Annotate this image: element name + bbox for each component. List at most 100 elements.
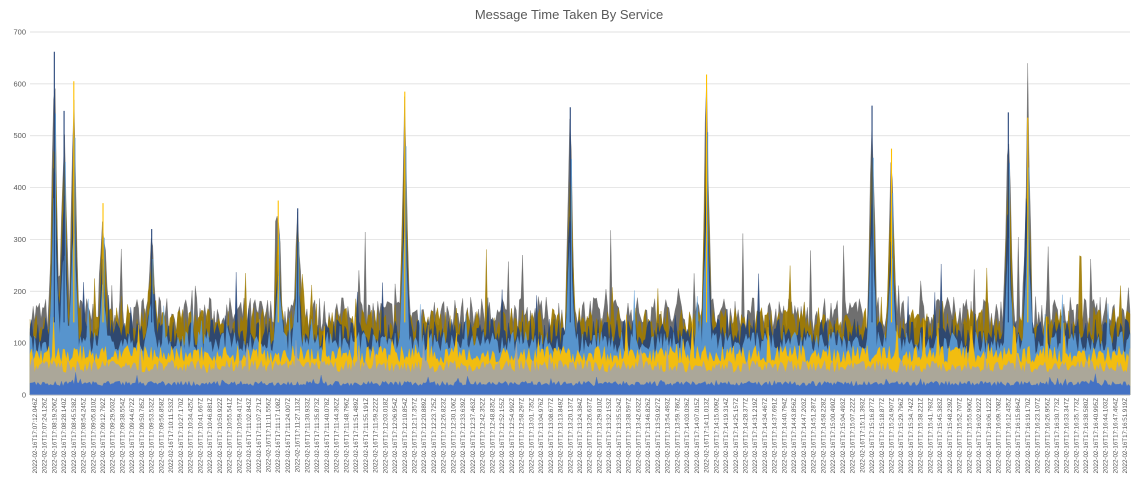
y-tick-label: 0 xyxy=(22,391,26,400)
series-areas xyxy=(29,63,1131,396)
x-tick-label: 2022-02-16T17:10:11.533Z xyxy=(168,398,175,473)
x-tick-label: 2022-02-16T17:13:54.493Z xyxy=(665,398,672,474)
x-tick-label: 2022-02-16T17:09:38.554Z xyxy=(119,398,126,474)
x-tick-label: 2022-02-16T17:08:45.538Z xyxy=(71,398,78,474)
x-tick-label: 2022-02-16T17:15:52.707Z xyxy=(957,398,964,474)
x-tick-label: 2022-02-16T17:16:06.122Z xyxy=(986,398,993,474)
x-tick-label: 2022-02-16T17:14:31.219Z xyxy=(752,398,759,474)
x-tick-label: 2022-02-16T17:15:48.239Z xyxy=(947,398,954,474)
x-tick-label: 2022-02-16T17:15:24.907Z xyxy=(889,398,896,474)
x-tick-label: 2022-02-16T17:14:51.287Z xyxy=(811,398,818,474)
x-tick-label: 2022-02-16T17:15:11.393Z xyxy=(859,398,866,473)
x-tick-label: 2022-02-16T17:16:44.103Z xyxy=(1103,398,1110,474)
x-tick-label: 2022-02-16T17:13:13.849Z xyxy=(558,398,565,474)
x-tick-label: 2022-02-16T17:16:33.347Z xyxy=(1064,398,1071,474)
x-tick-label: 2022-02-16T17:13:35.524Z xyxy=(616,398,623,474)
series-area-5 xyxy=(29,167,1131,396)
x-tick-label: 2022-02-16T17:12:52.155Z xyxy=(499,398,506,474)
x-tick-label: 2022-02-16T17:11:59.222Z xyxy=(373,398,380,473)
x-tick-label: 2022-02-16T17:13:59.786Z xyxy=(674,398,681,474)
x-tick-label: 2022-02-16T17:15:41.793Z xyxy=(927,398,934,474)
x-tick-label: 2022-02-16T17:12:26.823Z xyxy=(441,398,448,474)
x-tick-label: 2022-02-16T17:12:58.297Z xyxy=(519,398,526,474)
x-tick-label: 2022-02-16T17:15:18.877Z xyxy=(879,398,886,474)
x-tick-label: 2022-02-16T17:09:56.858Z xyxy=(158,398,165,474)
x-tick-label: 2022-02-16T17:16:47.464Z xyxy=(1112,398,1119,474)
x-tick-label: 2022-02-16T17:16:02.922Z xyxy=(976,398,983,474)
peak-spikes xyxy=(53,51,1030,323)
x-tick-label: 2022-02-16T17:12:37.463Z xyxy=(470,398,477,474)
y-tick-label: 400 xyxy=(13,183,26,192)
x-tick-label: 2022-02-16T17:11:55.191Z xyxy=(363,398,370,473)
x-tick-label: 2022-02-16T17:11:11.556Z xyxy=(265,398,272,473)
x-tick-label: 2022-02-16T17:14:28.377Z xyxy=(742,398,749,474)
x-tick-label: 2022-02-16T17:11:02.843Z xyxy=(246,398,253,473)
x-tick-label: 2022-02-16T17:16:35.773Z xyxy=(1073,398,1080,474)
x-tick-label: 2022-02-16T17:11:48.796Z xyxy=(343,398,350,473)
x-tick-label: 2022-02-16T17:16:15.864Z xyxy=(1015,398,1022,474)
x-tick-label: 2022-02-16T17:09:50.785Z xyxy=(139,398,146,474)
x-tick-label: 2022-02-16T17:12:03.018Z xyxy=(382,398,389,474)
x-tick-label: 2022-02-16T17:15:38.221Z xyxy=(918,398,925,474)
x-tick-label: 2022-02-16T17:11:27.113Z xyxy=(295,398,302,473)
y-tick-label: 300 xyxy=(13,235,26,244)
y-tick-label: 500 xyxy=(13,131,26,140)
x-tick-label: 2022-02-16T17:13:42.632Z xyxy=(635,398,642,474)
x-tick-label: 2022-02-16T17:13:08.677Z xyxy=(548,398,555,474)
x-tick-label: 2022-02-16T17:12:23.725Z xyxy=(431,398,438,474)
x-tick-label: 2022-02-16T17:11:24.007Z xyxy=(285,398,292,473)
x-tick-label: 2022-02-16T17:16:38.580Z xyxy=(1083,398,1090,474)
x-tick-label: 2022-02-16T17:16:51.919Z xyxy=(1122,398,1129,474)
x-tick-label: 2022-02-16T17:10:46.881Z xyxy=(207,398,214,474)
x-tick-label: 2022-02-16T17:11:40.078Z xyxy=(324,398,331,473)
x-tick-label: 2022-02-16T17:14:11.013Z xyxy=(704,398,711,473)
y-tick-label: 200 xyxy=(13,287,26,296)
x-tick-label: 2022-02-16T17:10:27.170Z xyxy=(178,398,185,474)
y-tick-label: 700 xyxy=(13,28,26,37)
x-tick-label: 2022-02-16T17:12:10.854Z xyxy=(402,398,409,474)
x-tick-label: 2022-02-16T17:10:41.667Z xyxy=(197,398,204,474)
x-tick-label: 2022-02-16T17:10:55.541Z xyxy=(227,398,234,474)
x-tick-label: 2022-02-16T17:13:24.384Z xyxy=(577,398,584,474)
x-tick-label: 2022-02-16T17:08:54.245Z xyxy=(81,398,88,474)
x-tick-label: 2022-02-16T17:13:20.137Z xyxy=(567,398,574,474)
x-tick-label: 2022-02-16T17:14:07.015Z xyxy=(694,398,701,474)
x-tick-label: 2022-02-16T17:07:24.126Z xyxy=(42,398,49,474)
x-tick-label: 2022-02-16T17:09:44.672Z xyxy=(129,398,136,474)
x-tick-label: 2022-02-16T17:15:45.383Z xyxy=(937,398,944,474)
x-tick-label: 2022-02-16T17:15:34.742Z xyxy=(908,398,915,474)
series-area-2 xyxy=(29,340,1131,396)
x-tick-label: 2022-02-16T17:15:00.490Z xyxy=(830,398,837,474)
y-tick-label: 100 xyxy=(13,339,26,348)
x-tick-label: 2022-02-16T17:14:37.691Z xyxy=(772,398,779,474)
x-tick-label: 2022-02-16T17:12:48.835Z xyxy=(489,398,496,474)
x-tick-label: 2022-02-16T17:14:47.203Z xyxy=(801,398,808,474)
x-tick-label: 2022-02-16T17:13:04.976Z xyxy=(538,398,545,474)
x-tick-label: 2022-02-16T17:09:29.503Z xyxy=(110,398,117,474)
x-tick-label: 2022-02-16T17:14:58.228Z xyxy=(820,398,827,474)
x-tick-label: 2022-02-16T17:11:17.108Z xyxy=(275,398,282,473)
x-tick-label: 2022-02-16T17:15:55.906Z xyxy=(966,398,973,474)
x-tick-label: 2022-02-16T17:11:35.873Z xyxy=(314,398,321,473)
x-tick-label: 2022-02-16T17:12:54.992Z xyxy=(509,398,516,474)
x-tick-label: 2022-02-16T17:07:12.046Z xyxy=(32,398,39,474)
x-tick-label: 2022-02-16T17:14:40.794Z xyxy=(781,398,788,474)
x-tick-label: 2022-02-16T17:10:50.922Z xyxy=(217,398,224,474)
x-tick-label: 2022-02-16T17:12:20.889Z xyxy=(421,398,428,474)
x-tick-label: 2022-02-16T17:13:50.927Z xyxy=(655,398,662,474)
x-tick-label: 2022-02-16T17:16:23.107Z xyxy=(1035,398,1042,474)
x-tick-label: 2022-02-16T17:09:53.532Z xyxy=(149,398,156,474)
x-tick-label: 2022-02-16T17:16:26.956Z xyxy=(1044,398,1051,474)
x-tick-label: 2022-02-16T17:14:43.856Z xyxy=(791,398,798,474)
x-tick-label: 2022-02-16T17:15:29.796Z xyxy=(898,398,905,474)
x-tick-label: 2022-02-16T17:14:25.157Z xyxy=(733,398,740,474)
x-tick-label: 2022-02-16T17:12:42.352Z xyxy=(480,398,487,474)
x-tick-label: 2022-02-16T17:10:59.417Z xyxy=(236,398,243,474)
x-tick-label: 2022-02-16T17:13:26.637Z xyxy=(587,398,594,474)
series-area-1 xyxy=(29,372,1131,396)
y-tick-label: 600 xyxy=(13,79,26,88)
x-tick-label: 2022-02-16T17:12:33.639Z xyxy=(460,398,467,474)
x-axis: 2022-02-16T17:07:12.046Z 2022-02-16T17:07… xyxy=(32,398,1129,474)
x-tick-label: 2022-02-16T17:12:30.106Z xyxy=(450,398,457,474)
y-axis: 0 100 200 300 400 500 600 700 xyxy=(13,28,26,400)
